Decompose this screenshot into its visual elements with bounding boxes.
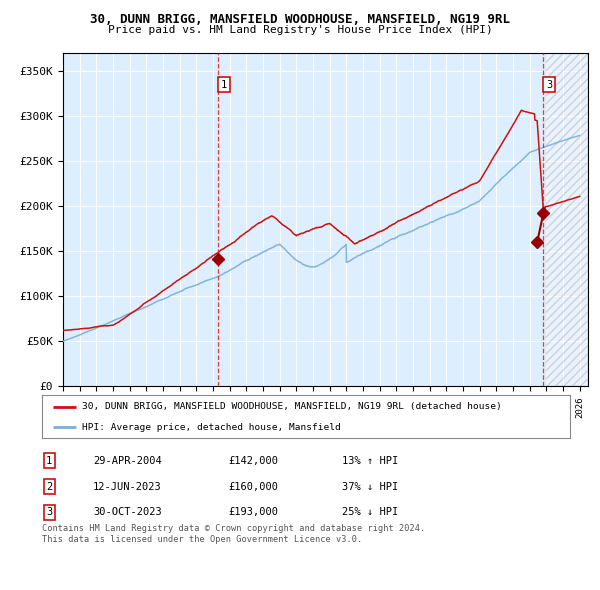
Text: 37% ↓ HPI: 37% ↓ HPI xyxy=(342,481,398,491)
Text: 25% ↓ HPI: 25% ↓ HPI xyxy=(342,507,398,517)
Text: 29-APR-2004: 29-APR-2004 xyxy=(93,455,162,466)
Bar xyxy=(547,53,588,386)
Text: 12-JUN-2023: 12-JUN-2023 xyxy=(93,481,162,491)
Text: Contains HM Land Registry data © Crown copyright and database right 2024.
This d: Contains HM Land Registry data © Crown c… xyxy=(42,524,425,543)
Text: 13% ↑ HPI: 13% ↑ HPI xyxy=(342,455,398,466)
Text: £142,000: £142,000 xyxy=(228,455,278,466)
Text: 30-OCT-2023: 30-OCT-2023 xyxy=(93,507,162,517)
Text: 3: 3 xyxy=(546,80,552,90)
Text: £160,000: £160,000 xyxy=(228,481,278,491)
Text: HPI: Average price, detached house, Mansfield: HPI: Average price, detached house, Mans… xyxy=(82,422,340,432)
Text: £193,000: £193,000 xyxy=(228,507,278,517)
Text: 1: 1 xyxy=(221,80,227,90)
Text: 3: 3 xyxy=(46,507,52,517)
Text: 30, DUNN BRIGG, MANSFIELD WOODHOUSE, MANSFIELD, NG19 9RL (detached house): 30, DUNN BRIGG, MANSFIELD WOODHOUSE, MAN… xyxy=(82,402,502,411)
Text: 1: 1 xyxy=(46,455,52,466)
Text: Price paid vs. HM Land Registry's House Price Index (HPI): Price paid vs. HM Land Registry's House … xyxy=(107,25,493,35)
Bar xyxy=(547,53,588,386)
Text: 2: 2 xyxy=(46,481,52,491)
Text: 30, DUNN BRIGG, MANSFIELD WOODHOUSE, MANSFIELD, NG19 9RL: 30, DUNN BRIGG, MANSFIELD WOODHOUSE, MAN… xyxy=(90,13,510,26)
